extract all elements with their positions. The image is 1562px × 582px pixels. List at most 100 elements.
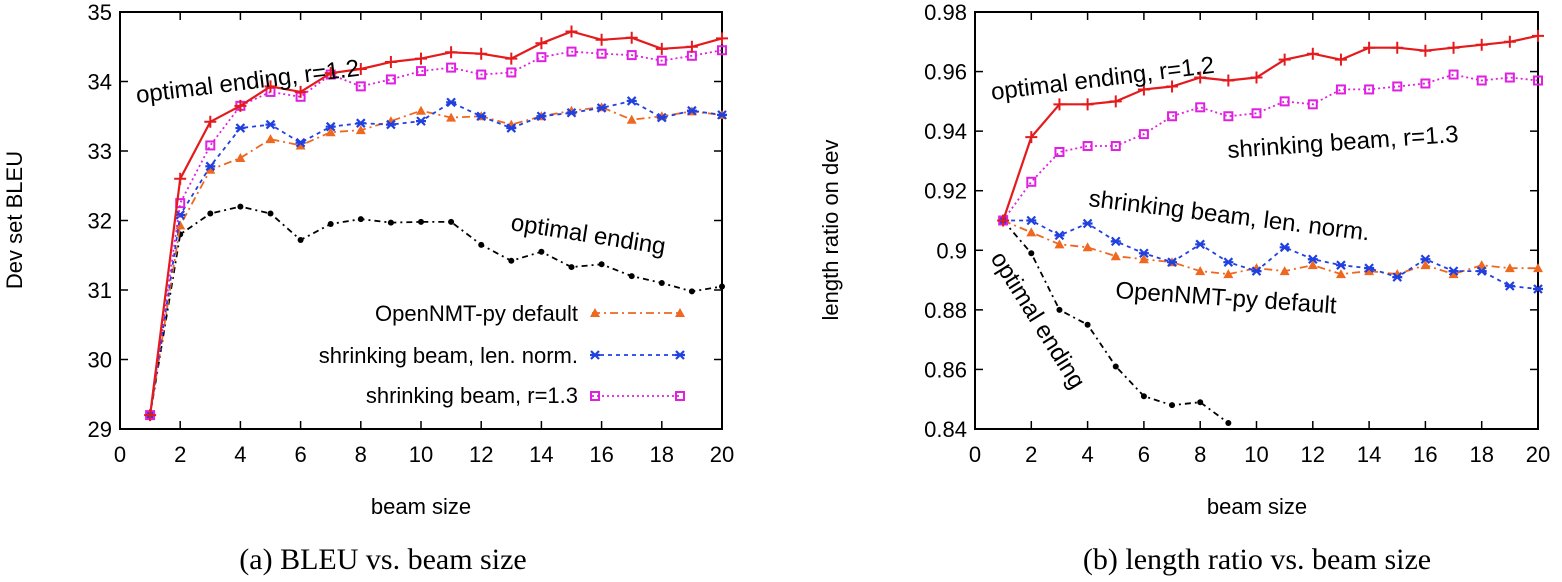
data-point-shrinking-beam-r-1-3: [626, 50, 637, 61]
data-point-opennmt-py-default: [1307, 260, 1318, 270]
y-tick-label: 0.92: [924, 179, 967, 204]
data-point-shrinking-beam-len-norm: [717, 110, 727, 120]
chart-bleu: 0 2 4 6 8 10 12 14 16 18 20 29 30 31 32 33 34 35 Dev set …: [2, 0, 734, 576]
data-point-shrinking-beam-r-1-3: [416, 66, 426, 77]
caption-b: (b) length ratio vs. beam size: [1083, 543, 1431, 576]
data-point-opennmt-py-default: [1223, 269, 1234, 279]
data-point-shrinking-beam-r-1-3: [1054, 146, 1065, 157]
data-point-optimal-ending: [628, 273, 635, 280]
data-point-optimal-ending: [327, 220, 334, 227]
data-point-shrinking-beam-r-1-3: [1223, 111, 1234, 122]
x-tick-label: 10: [409, 442, 433, 467]
y-tick-label: 29: [88, 417, 112, 442]
legend-a: OpenNMT-py default shrinking beam, len. …: [319, 301, 685, 408]
series-line-shrinking-beam-len-norm: [1003, 219, 1539, 290]
data-point-optimal-ending-r-1-2: [1278, 53, 1291, 66]
data-point-shrinking-beam-r-1-3: [1110, 141, 1121, 152]
data-point-opennmt-py-default: [205, 164, 216, 174]
data-point-optimal-ending: [1169, 402, 1176, 409]
series-line-shrinking-beam-len-norm: [149, 100, 723, 416]
x-tick-label: 4: [1081, 442, 1093, 467]
series-opennmt-py-default-a: [145, 102, 727, 420]
data-point-shrinking-beam-r-1-3: [1279, 96, 1290, 107]
data-point-shrinking-beam-r-1-3: [1392, 81, 1403, 92]
legend-label-len-norm: shrinking beam, len. norm.: [319, 343, 578, 368]
data-point-optimal-ending-r-1-2: [264, 80, 277, 93]
data-point-shrinking-beam-r-1-3: [1448, 69, 1459, 80]
x-tick-label: 8: [355, 442, 367, 467]
legend-sample-opennmt-py-default: [590, 308, 685, 317]
data-point-optimal-ending: [387, 219, 394, 226]
data-point-optimal-ending-r-1-2: [1391, 41, 1404, 54]
data-point-shrinking-beam-len-norm: [385, 119, 396, 130]
data-point-shrinking-beam-len-norm: [1364, 263, 1375, 273]
data-point-shrinking-beam-r-1-3: [1420, 78, 1431, 89]
data-point-shrinking-beam-r-1-3: [205, 140, 216, 151]
x-tick-label: 10: [1244, 442, 1268, 467]
data-point-optimal-ending-r-1-2: [475, 47, 488, 60]
x-axis-label-a: beam size: [371, 494, 471, 519]
data-point-optimal-ending-r-1-2: [1025, 131, 1038, 144]
data-point-optimal-ending: [357, 216, 364, 223]
data-point-opennmt-py-default: [325, 127, 336, 137]
data-point-shrinking-beam-r-1-3: [1167, 111, 1178, 122]
x-tick-label: 18: [1469, 442, 1493, 467]
data-point-opennmt-py-default: [1533, 263, 1543, 273]
data-point-shrinking-beam-len-norm: [265, 119, 276, 130]
legend-label-r13: shrinking beam, r=1.3: [366, 383, 578, 408]
data-point-optimal-ending-r-1-2: [716, 32, 728, 45]
x-tick-label: 12: [469, 442, 493, 467]
legend-marker: [590, 308, 600, 317]
x-tick-label: 16: [1413, 442, 1437, 467]
data-point-optimal-ending-r-1-2: [505, 52, 518, 65]
data-point-shrinking-beam-r-1-3: [1082, 141, 1093, 152]
data-point-shrinking-beam-len-norm: [1504, 281, 1515, 291]
data-point-shrinking-beam-r-1-3: [355, 81, 366, 92]
data-point-shrinking-beam-r-1-3: [385, 74, 396, 85]
data-point-shrinking-beam-len-norm: [1223, 257, 1234, 267]
caption-a: (a) BLEU vs. beam size: [239, 543, 526, 576]
data-point-shrinking-beam-len-norm: [626, 96, 637, 106]
data-point-shrinking-beam-len-norm: [205, 161, 216, 172]
data-point-opennmt-py-default: [416, 105, 426, 115]
data-point-shrinking-beam-len-norm: [1307, 254, 1318, 264]
data-point-opennmt-py-default: [355, 125, 366, 135]
data-point-opennmt-py-default: [1364, 266, 1375, 276]
data-point-opennmt-py-default: [626, 114, 637, 124]
data-point-opennmt-py-default: [1504, 263, 1515, 273]
legend-marker: [590, 350, 600, 360]
y-tick-label: 0.84: [924, 417, 967, 442]
data-point-shrinking-beam-len-norm: [416, 116, 426, 126]
data-point-optimal-ending-r-1-2: [1053, 98, 1066, 111]
data-point-shrinking-beam-len-norm: [1167, 257, 1178, 267]
data-point-shrinking-beam-len-norm: [566, 107, 577, 118]
x-tick-label: 4: [234, 442, 246, 467]
y-tick-label: 0.94: [924, 119, 967, 144]
data-point-optimal-ending: [658, 280, 665, 287]
series-line-optimal-ending: [1002, 219, 1229, 424]
data-point-optimal-ending-r-1-2: [1447, 41, 1460, 54]
data-point-shrinking-beam-len-norm: [686, 105, 697, 116]
y-tick-label: 32: [88, 209, 112, 234]
data-point-optimal-ending-r-1-2: [1081, 98, 1094, 111]
data-point-opennmt-py-default: [1476, 260, 1487, 270]
data-point-optimal-ending-r-1-2: [997, 214, 1010, 227]
data-point-shrinking-beam-r-1-3: [1504, 72, 1515, 83]
series-optimal-ending-r-1-2-a: [144, 25, 728, 422]
data-point-optimal-ending-r-1-2: [174, 172, 187, 185]
data-point-optimal-ending: [538, 248, 545, 255]
y-tick-label: 35: [88, 0, 112, 25]
data-point-shrinking-beam-len-norm: [1251, 266, 1262, 276]
data-point-shrinking-beam-len-norm: [1448, 266, 1459, 276]
data-point-optimal-ending-r-1-2: [655, 42, 668, 55]
data-point-optimal-ending-r-1-2: [565, 25, 578, 38]
data-point-opennmt-py-default: [175, 220, 186, 230]
data-point-optimal-ending: [237, 203, 244, 210]
legend-sample-shrinking-beam-r-1-3: [590, 391, 685, 401]
x-tick-label: 2: [174, 442, 186, 467]
data-point-shrinking-beam-len-norm: [1054, 230, 1065, 241]
series-line-opennmt-py-default: [1002, 219, 1538, 276]
data-point-optimal-ending-r-1-2: [625, 31, 638, 44]
data-point-optimal-ending: [688, 288, 695, 295]
data-point-optimal-ending-r-1-2: [1222, 74, 1235, 87]
